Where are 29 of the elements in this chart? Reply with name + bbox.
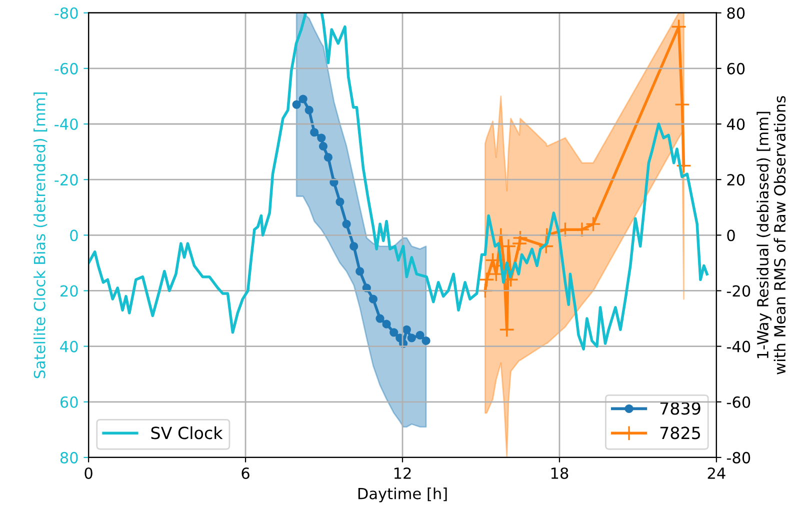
y-tick-label: 20	[60, 285, 78, 297]
y2-tick-label: -60	[726, 396, 750, 408]
y2-tick-label: -80	[726, 452, 750, 464]
y-tick-label: -80	[54, 7, 78, 19]
legend-label: SV Clock	[151, 426, 223, 440]
y-tick-label: 0	[70, 230, 78, 242]
x-tick-label: 18	[551, 467, 568, 480]
y-axis-title: Satellite Clock Bias (detrended) [mm]	[34, 92, 48, 378]
y-tick-label: -40	[54, 118, 78, 130]
y2-axis-title: 1-Way Residual (debiased) [mm] with Mean RMS of Raw Observations	[756, 96, 786, 374]
y2-tick-label: 20	[727, 174, 745, 186]
y-tick-label: -20	[54, 174, 78, 186]
y-tick-label: 80	[60, 452, 78, 464]
y2-tick-label: -40	[726, 340, 750, 352]
y2-tick-label: 0	[727, 230, 735, 242]
y2-tick-label: 80	[727, 7, 745, 19]
x-axis-title: Daytime [h]	[358, 488, 447, 502]
x-tick-label: 0	[84, 467, 92, 480]
legend-label: 7839	[660, 402, 700, 415]
x-tick-label: 24	[708, 467, 726, 479]
x-tick-label: 12	[394, 467, 411, 479]
y-tick-label: -60	[54, 62, 78, 74]
y2-tick-label: -20	[726, 285, 750, 297]
legend-label: 7825	[660, 426, 700, 440]
y2-tick-label: 60	[727, 62, 745, 74]
y-tick-label: 40	[60, 340, 78, 352]
y-tick-label: 60	[60, 396, 78, 408]
y2-tick-label: 40	[726, 118, 745, 130]
x-tick-label: 6	[242, 467, 250, 480]
